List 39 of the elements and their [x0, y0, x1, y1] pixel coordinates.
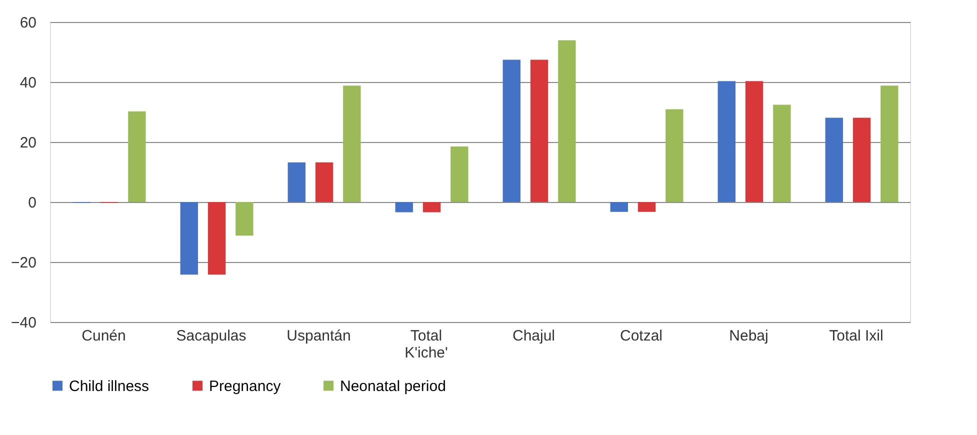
bar [825, 118, 843, 202]
x-tick-label: Chajul [512, 328, 556, 344]
bar [502, 60, 520, 202]
legend-label: Child illness [69, 378, 150, 395]
x-tick-label: Cunén [82, 328, 126, 344]
x-tick-label: Nebaj [729, 328, 768, 344]
bar [128, 111, 146, 202]
bar [343, 86, 361, 202]
bar [288, 162, 306, 202]
x-tick-label: Total K'iche' [404, 328, 448, 362]
legend-label: Neonatal period [340, 378, 446, 395]
bar [638, 202, 656, 212]
bar [422, 202, 441, 212]
bar [558, 40, 576, 202]
y-tick-label: 60 [20, 14, 36, 32]
bar [610, 202, 628, 212]
bar [530, 60, 548, 202]
x-tick-label: Uspantán [286, 328, 351, 344]
bar [236, 202, 254, 236]
x-tick-label: Cotzal [620, 328, 663, 344]
y-tick-label: 40 [20, 74, 36, 92]
y-tick-label: 0 [28, 194, 36, 212]
bar [880, 86, 898, 202]
legend-label: Pregnancy [209, 378, 282, 395]
bar [718, 81, 736, 202]
bar [666, 109, 684, 202]
bar [180, 202, 198, 275]
bar [745, 81, 764, 202]
x-tick-label: Sacapulas [176, 328, 246, 344]
bar [315, 162, 334, 202]
y-tick-label: −20 [11, 254, 36, 272]
bar [208, 202, 226, 275]
x-tick-label: Total Ixil [829, 328, 884, 344]
bar [450, 146, 468, 202]
bar [852, 118, 871, 202]
y-tick-label: −40 [11, 314, 36, 332]
y-tick-label: 20 [20, 134, 36, 152]
bar [395, 202, 413, 212]
bar [773, 104, 791, 202]
